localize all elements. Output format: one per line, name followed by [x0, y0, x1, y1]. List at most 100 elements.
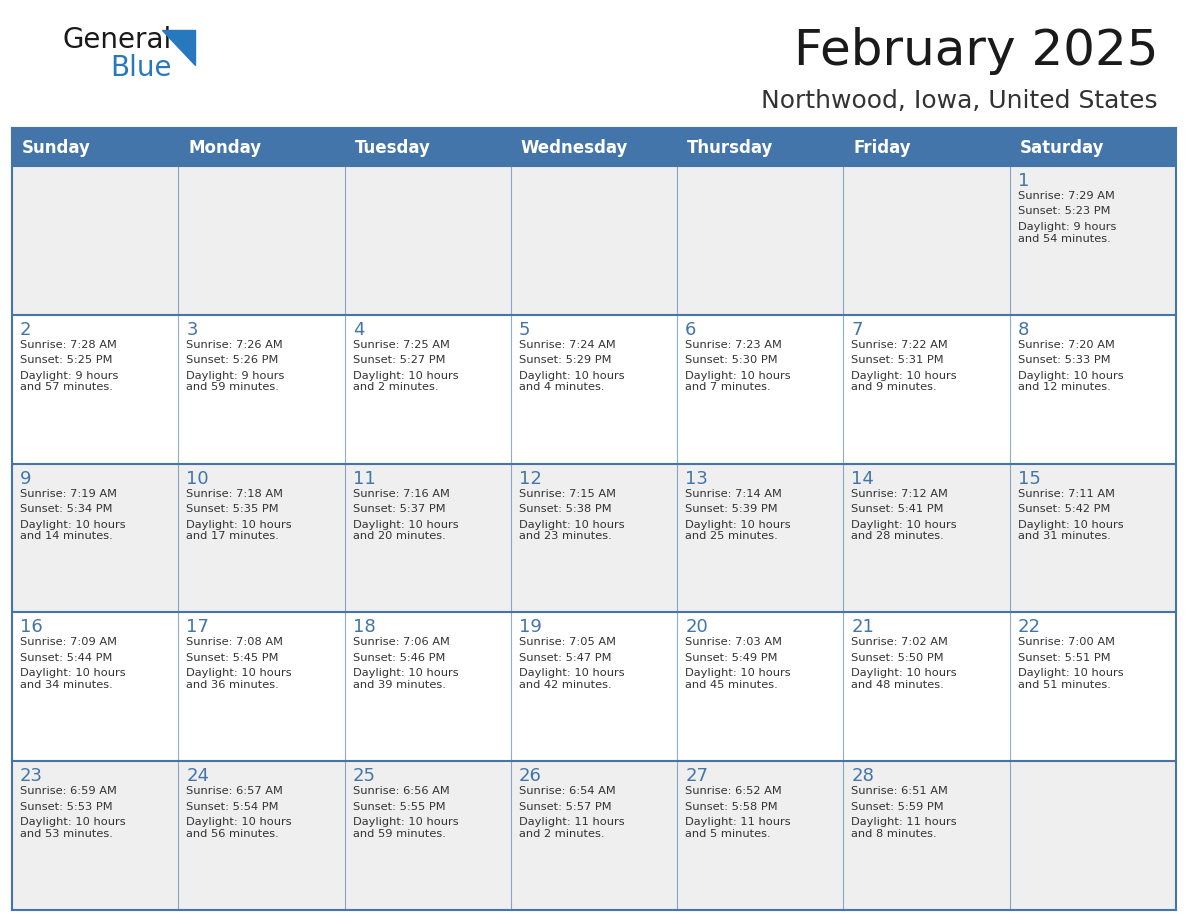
- Text: Sunrise: 7:28 AM: Sunrise: 7:28 AM: [20, 340, 116, 350]
- Text: Thursday: Thursday: [687, 139, 773, 157]
- Text: 27: 27: [685, 767, 708, 785]
- Text: Sunset: 5:58 PM: Sunset: 5:58 PM: [685, 801, 778, 812]
- Text: Sunset: 5:23 PM: Sunset: 5:23 PM: [1018, 207, 1111, 217]
- Text: Sunrise: 6:57 AM: Sunrise: 6:57 AM: [187, 786, 283, 796]
- Bar: [12, 761, 1176, 910]
- Text: Sunrise: 7:19 AM: Sunrise: 7:19 AM: [20, 488, 116, 498]
- Text: Sunrise: 7:24 AM: Sunrise: 7:24 AM: [519, 340, 615, 350]
- Text: Daylight: 10 hours
and 59 minutes.: Daylight: 10 hours and 59 minutes.: [353, 817, 459, 839]
- Text: Sunset: 5:41 PM: Sunset: 5:41 PM: [852, 504, 944, 514]
- Text: Sunset: 5:31 PM: Sunset: 5:31 PM: [852, 355, 944, 365]
- Text: Daylight: 10 hours
and 25 minutes.: Daylight: 10 hours and 25 minutes.: [685, 520, 791, 542]
- Text: Sunset: 5:27 PM: Sunset: 5:27 PM: [353, 355, 446, 365]
- Text: Sunset: 5:37 PM: Sunset: 5:37 PM: [353, 504, 446, 514]
- Text: Sunset: 5:42 PM: Sunset: 5:42 PM: [1018, 504, 1110, 514]
- Text: Daylight: 10 hours
and 14 minutes.: Daylight: 10 hours and 14 minutes.: [20, 520, 126, 542]
- Text: Daylight: 10 hours
and 7 minutes.: Daylight: 10 hours and 7 minutes.: [685, 371, 791, 392]
- Text: Daylight: 10 hours
and 45 minutes.: Daylight: 10 hours and 45 minutes.: [685, 668, 791, 690]
- Text: Sunset: 5:30 PM: Sunset: 5:30 PM: [685, 355, 778, 365]
- Text: 1: 1: [1018, 172, 1029, 190]
- Text: Sunrise: 7:09 AM: Sunrise: 7:09 AM: [20, 637, 116, 647]
- Text: Daylight: 10 hours
and 12 minutes.: Daylight: 10 hours and 12 minutes.: [1018, 371, 1124, 392]
- Text: 21: 21: [852, 619, 874, 636]
- Text: 13: 13: [685, 470, 708, 487]
- Bar: [12, 166, 1176, 315]
- Text: 9: 9: [20, 470, 32, 487]
- Text: Sunrise: 7:14 AM: Sunrise: 7:14 AM: [685, 488, 782, 498]
- Text: 25: 25: [353, 767, 375, 785]
- Text: Daylight: 10 hours
and 48 minutes.: Daylight: 10 hours and 48 minutes.: [852, 668, 958, 690]
- Polygon shape: [162, 30, 195, 65]
- Text: Sunrise: 7:02 AM: Sunrise: 7:02 AM: [852, 637, 948, 647]
- Text: 20: 20: [685, 619, 708, 636]
- Text: Daylight: 9 hours
and 59 minutes.: Daylight: 9 hours and 59 minutes.: [187, 371, 285, 392]
- Text: Daylight: 10 hours
and 2 minutes.: Daylight: 10 hours and 2 minutes.: [353, 371, 459, 392]
- Text: Sunset: 5:25 PM: Sunset: 5:25 PM: [20, 355, 113, 365]
- Text: Sunset: 5:47 PM: Sunset: 5:47 PM: [519, 653, 612, 663]
- Text: Sunset: 5:57 PM: Sunset: 5:57 PM: [519, 801, 612, 812]
- Text: Daylight: 10 hours
and 34 minutes.: Daylight: 10 hours and 34 minutes.: [20, 668, 126, 690]
- Bar: [12, 464, 1176, 612]
- Text: 5: 5: [519, 320, 530, 339]
- Text: Sunset: 5:26 PM: Sunset: 5:26 PM: [187, 355, 279, 365]
- Text: Sunset: 5:49 PM: Sunset: 5:49 PM: [685, 653, 778, 663]
- Text: Daylight: 10 hours
and 36 minutes.: Daylight: 10 hours and 36 minutes.: [187, 668, 292, 690]
- Text: 14: 14: [852, 470, 874, 487]
- Text: Sunset: 5:54 PM: Sunset: 5:54 PM: [187, 801, 279, 812]
- Text: Sunrise: 7:12 AM: Sunrise: 7:12 AM: [852, 488, 948, 498]
- Text: Sunset: 5:50 PM: Sunset: 5:50 PM: [852, 653, 944, 663]
- Text: Sunset: 5:53 PM: Sunset: 5:53 PM: [20, 801, 113, 812]
- Text: Sunrise: 7:15 AM: Sunrise: 7:15 AM: [519, 488, 615, 498]
- Text: Sunset: 5:38 PM: Sunset: 5:38 PM: [519, 504, 612, 514]
- Text: 23: 23: [20, 767, 43, 785]
- Text: Sunrise: 7:26 AM: Sunrise: 7:26 AM: [187, 340, 283, 350]
- Text: Sunrise: 6:52 AM: Sunrise: 6:52 AM: [685, 786, 782, 796]
- Text: Sunset: 5:33 PM: Sunset: 5:33 PM: [1018, 355, 1111, 365]
- Text: February 2025: February 2025: [794, 27, 1158, 75]
- Text: Sunrise: 7:25 AM: Sunrise: 7:25 AM: [353, 340, 449, 350]
- Text: Northwood, Iowa, United States: Northwood, Iowa, United States: [762, 89, 1158, 113]
- Text: Sunrise: 7:11 AM: Sunrise: 7:11 AM: [1018, 488, 1114, 498]
- Text: 19: 19: [519, 619, 542, 636]
- Bar: [12, 612, 1176, 761]
- Text: Daylight: 10 hours
and 28 minutes.: Daylight: 10 hours and 28 minutes.: [852, 520, 958, 542]
- Text: 26: 26: [519, 767, 542, 785]
- Text: 3: 3: [187, 320, 197, 339]
- Text: Sunrise: 7:05 AM: Sunrise: 7:05 AM: [519, 637, 615, 647]
- Text: 28: 28: [852, 767, 874, 785]
- Text: 16: 16: [20, 619, 43, 636]
- Text: Daylight: 10 hours
and 31 minutes.: Daylight: 10 hours and 31 minutes.: [1018, 520, 1124, 542]
- Text: 12: 12: [519, 470, 542, 487]
- Text: 6: 6: [685, 320, 696, 339]
- Text: 11: 11: [353, 470, 375, 487]
- Text: Sunrise: 7:18 AM: Sunrise: 7:18 AM: [187, 488, 283, 498]
- Text: Sunset: 5:34 PM: Sunset: 5:34 PM: [20, 504, 113, 514]
- Text: Daylight: 10 hours
and 17 minutes.: Daylight: 10 hours and 17 minutes.: [187, 520, 292, 542]
- Text: 7: 7: [852, 320, 862, 339]
- Text: Sunrise: 7:16 AM: Sunrise: 7:16 AM: [353, 488, 449, 498]
- Text: Sunday: Sunday: [23, 139, 90, 157]
- Text: Daylight: 11 hours
and 2 minutes.: Daylight: 11 hours and 2 minutes.: [519, 817, 625, 839]
- Text: Tuesday: Tuesday: [354, 139, 430, 157]
- Text: Daylight: 10 hours
and 53 minutes.: Daylight: 10 hours and 53 minutes.: [20, 817, 126, 839]
- Text: Monday: Monday: [188, 139, 261, 157]
- Text: Daylight: 10 hours
and 39 minutes.: Daylight: 10 hours and 39 minutes.: [353, 668, 459, 690]
- Text: Blue: Blue: [110, 54, 171, 82]
- Text: Sunrise: 7:23 AM: Sunrise: 7:23 AM: [685, 340, 782, 350]
- Text: Sunset: 5:46 PM: Sunset: 5:46 PM: [353, 653, 446, 663]
- Text: Sunset: 5:51 PM: Sunset: 5:51 PM: [1018, 653, 1111, 663]
- Text: Sunset: 5:45 PM: Sunset: 5:45 PM: [187, 653, 279, 663]
- Text: Sunset: 5:59 PM: Sunset: 5:59 PM: [852, 801, 944, 812]
- Bar: [12, 315, 1176, 464]
- Text: General: General: [62, 26, 171, 54]
- Text: Daylight: 10 hours
and 20 minutes.: Daylight: 10 hours and 20 minutes.: [353, 520, 459, 542]
- Text: Daylight: 10 hours
and 23 minutes.: Daylight: 10 hours and 23 minutes.: [519, 520, 625, 542]
- Text: Sunrise: 7:08 AM: Sunrise: 7:08 AM: [187, 637, 283, 647]
- Text: Daylight: 11 hours
and 5 minutes.: Daylight: 11 hours and 5 minutes.: [685, 817, 791, 839]
- Bar: [12, 128, 1176, 166]
- Text: Wednesday: Wednesday: [520, 139, 628, 157]
- Text: Daylight: 10 hours
and 42 minutes.: Daylight: 10 hours and 42 minutes.: [519, 668, 625, 690]
- Text: Sunrise: 7:00 AM: Sunrise: 7:00 AM: [1018, 637, 1114, 647]
- Text: Sunrise: 7:22 AM: Sunrise: 7:22 AM: [852, 340, 948, 350]
- Text: 4: 4: [353, 320, 364, 339]
